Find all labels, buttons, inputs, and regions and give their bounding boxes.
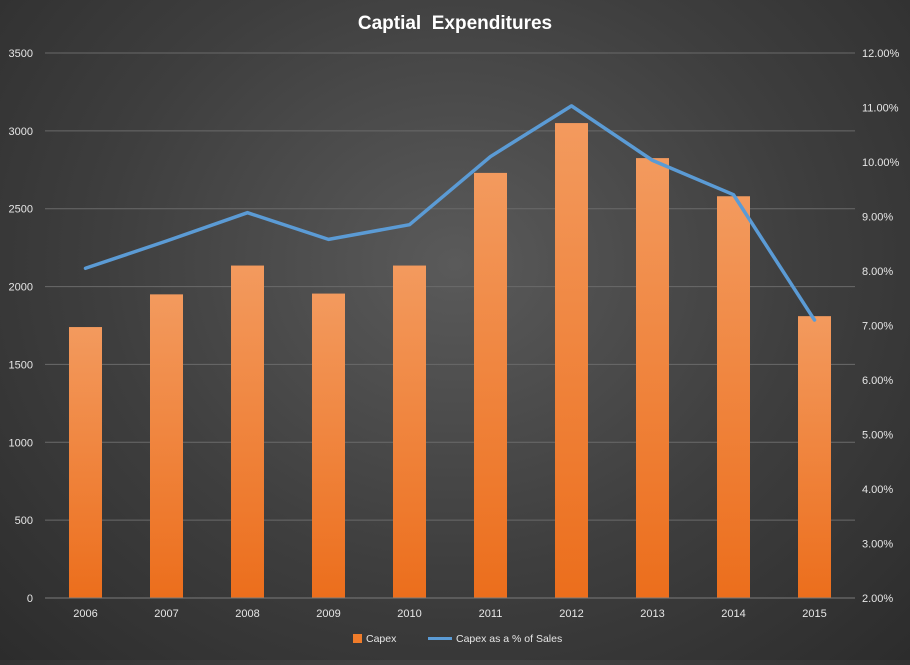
left-tick-label: 0 bbox=[27, 593, 33, 605]
capex-bar bbox=[231, 266, 264, 598]
x-axis: 2006 2007 2008 2009 2010 2011 2012 2013 2014 2015 bbox=[45, 598, 855, 620]
capex-pct-line bbox=[86, 106, 815, 320]
left-axis: 0 500 1000 1500 2000 2500 3000 3500 bbox=[9, 48, 33, 605]
capex-bar bbox=[474, 173, 507, 598]
left-tick-label: 2000 bbox=[9, 282, 33, 294]
line-series bbox=[85, 106, 814, 320]
legend-label-capex: Capex bbox=[366, 633, 397, 645]
x-tick-label: 2015 bbox=[802, 608, 826, 620]
left-tick-label: 1500 bbox=[9, 359, 33, 371]
right-tick-label: 8.00% bbox=[862, 266, 893, 278]
bar-series bbox=[69, 123, 831, 598]
right-tick-label: 5.00% bbox=[862, 430, 893, 442]
right-tick-label: 4.00% bbox=[862, 484, 893, 496]
right-tick-label: 12.00% bbox=[862, 48, 900, 60]
legend-swatch-capex bbox=[353, 634, 362, 643]
capex-bar bbox=[717, 196, 750, 598]
x-tick-label: 2009 bbox=[316, 608, 340, 620]
chart-title: Captial Expenditures bbox=[358, 13, 552, 34]
capex-bar bbox=[798, 316, 831, 598]
right-tick-label: 7.00% bbox=[862, 321, 893, 333]
left-tick-label: 1000 bbox=[9, 437, 33, 449]
x-tick-label: 2011 bbox=[479, 608, 503, 620]
x-tick-label: 2008 bbox=[235, 608, 259, 620]
capex-bar bbox=[555, 123, 588, 598]
right-axis: 2.00% 3.00% 4.00% 5.00% 6.00% 7.00% 8.00% 9.00%… bbox=[862, 48, 900, 605]
left-tick-label: 3500 bbox=[9, 48, 33, 60]
capex-bar bbox=[150, 294, 183, 598]
right-tick-label: 9.00% bbox=[862, 212, 893, 224]
left-tick-label: 3000 bbox=[9, 126, 33, 138]
right-tick-label: 3.00% bbox=[862, 539, 893, 551]
legend: Capex Capex as a % of Sales bbox=[353, 633, 562, 645]
right-tick-label: 6.00% bbox=[862, 375, 893, 387]
left-tick-label: 2500 bbox=[9, 204, 33, 216]
x-tick-label: 2006 bbox=[73, 608, 97, 620]
capex-bar bbox=[312, 294, 345, 598]
capex-bar bbox=[393, 266, 426, 598]
x-tick-label: 2007 bbox=[154, 608, 178, 620]
x-tick-label: 2010 bbox=[397, 608, 421, 620]
left-tick-label: 500 bbox=[15, 515, 33, 527]
capex-bar bbox=[69, 327, 102, 598]
x-tick-label: 2012 bbox=[559, 608, 583, 620]
right-tick-label: 2.00% bbox=[862, 593, 893, 605]
right-tick-label: 11.00% bbox=[862, 103, 899, 115]
x-tick-label: 2014 bbox=[721, 608, 745, 620]
x-tick-label: 2013 bbox=[640, 608, 664, 620]
legend-label-capex-pct: Capex as a % of Sales bbox=[456, 633, 562, 645]
capex-bar bbox=[636, 158, 669, 598]
right-tick-label: 10.00% bbox=[862, 157, 900, 169]
